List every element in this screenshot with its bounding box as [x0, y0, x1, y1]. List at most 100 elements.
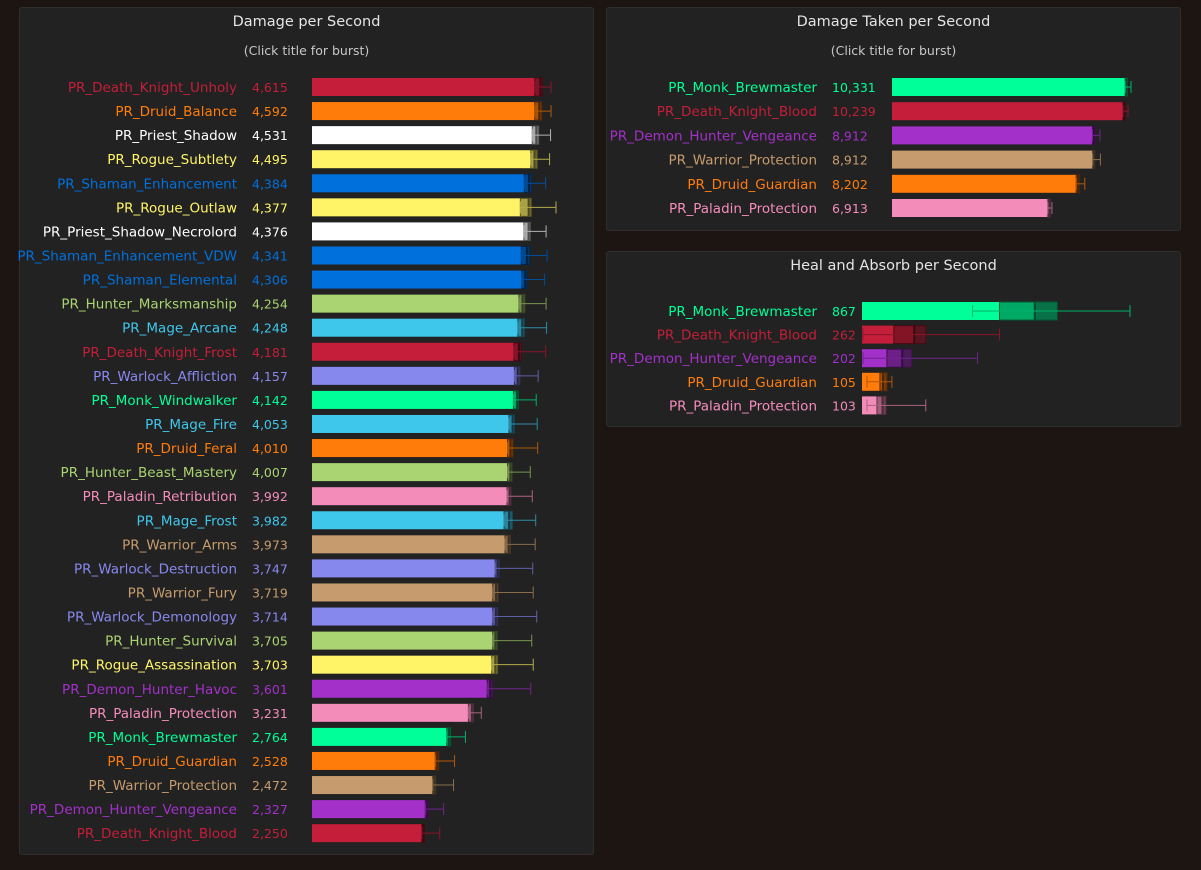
dtps-value-label: 8,202	[832, 177, 868, 192]
dps-value-label: 4,384	[252, 176, 288, 191]
dtps-category-label: PR_Monk_Brewmaster	[668, 80, 817, 96]
dtps-chart-title[interactable]: Damage Taken per Second	[796, 14, 991, 30]
dps-category-label: PR_Hunter_Marksmanship	[61, 297, 237, 313]
dps-category-label: PR_Druid_Feral	[136, 441, 237, 457]
dps-chart-title[interactable]: Damage per Second	[232, 14, 381, 30]
dps-value-label: 3,705	[252, 634, 288, 649]
dps-bar	[312, 222, 529, 241]
hps-bar-chart: PR_Monk_Brewmaster 867 PR_Death_Knight_Blo…	[610, 301, 1131, 415]
dtps-value-label: 10,331	[832, 80, 876, 95]
dps-value-label: 2,528	[252, 754, 288, 769]
dps-bar	[312, 463, 511, 482]
dps-value-label: 3,982	[252, 513, 288, 528]
dps-value-label: 4,615	[252, 80, 288, 95]
dps-bar	[312, 126, 537, 145]
dps-category-label: PR_Paladin_Retribution	[83, 489, 237, 505]
dtps-bar	[892, 78, 1127, 96]
dps-value-label: 4,306	[252, 273, 288, 288]
dps-category-label: PR_Shaman_Elemental	[83, 273, 237, 289]
dps-category-label: PR_Mage_Fire	[145, 417, 237, 433]
dps-category-label: PR_Mage_Arcane	[122, 321, 237, 337]
dps-category-label: PR_Hunter_Survival	[105, 634, 237, 650]
dps-category-label: PR_Druid_Balance	[115, 104, 237, 120]
dps-bar	[312, 366, 518, 385]
dps-bar	[312, 751, 438, 770]
dps-bar	[312, 390, 517, 409]
dps-bar	[312, 824, 424, 843]
dps-bar	[312, 342, 519, 361]
hps-category-label: PR_Paladin_Protection	[669, 398, 817, 414]
dps-category-label: PR_Hunter_Beast_Mastery	[61, 465, 237, 481]
dps-category-label: PR_Monk_Brewmaster	[88, 730, 237, 746]
dps-value-label: 2,764	[252, 730, 288, 745]
hps-bar	[862, 302, 1035, 320]
dps-value-label: 4,377	[252, 200, 288, 215]
dps-category-label: PR_Shaman_Enhancement	[57, 176, 237, 192]
dps-bar	[312, 150, 535, 169]
dps-bar	[312, 487, 510, 506]
hps-category-label: PR_Demon_Hunter_Vengeance	[610, 351, 817, 367]
dps-value-label: 3,719	[252, 585, 288, 600]
dps-value-label: 4,376	[252, 224, 288, 239]
dps-category-label: PR_Monk_Windwalker	[92, 393, 238, 409]
dtps-chart-subtitle: (Click title for burst)	[830, 43, 957, 58]
dps-value-label: 4,248	[252, 321, 288, 336]
dtps-category-label: PR_Druid_Guardian	[687, 177, 817, 193]
dps-category-label: PR_Demon_Hunter_Vengeance	[30, 802, 237, 818]
dps-bar	[312, 414, 513, 433]
dps-value-label: 4,341	[252, 248, 288, 263]
dps-bar	[312, 776, 435, 795]
dps-bar	[312, 727, 449, 746]
dps-category-label: PR_Demon_Hunter_Havoc	[62, 682, 237, 698]
dps-bar	[312, 631, 496, 650]
dps-category-label: PR_Priest_Shadow	[115, 128, 237, 144]
dps-bar	[312, 270, 526, 289]
dps-category-label: PR_Warlock_Destruction	[74, 561, 237, 577]
dps-category-label: PR_Warlock_Demonology	[67, 610, 237, 626]
dtps-category-label: PR_Death_Knight_Blood	[657, 104, 817, 120]
dps-bar	[312, 78, 541, 96]
dps-bar	[312, 439, 511, 458]
dps-value-label: 4,181	[252, 345, 288, 360]
dps-bar	[312, 559, 498, 578]
dtps-bar	[892, 126, 1094, 145]
dps-value-label: 4,157	[252, 369, 288, 384]
dps-bar	[312, 511, 510, 530]
dps-bar	[312, 703, 472, 722]
dps-value-label: 3,601	[252, 682, 288, 697]
dps-value-label: 4,531	[252, 128, 288, 143]
dtps-bar	[892, 199, 1049, 217]
dps-bar	[312, 318, 523, 337]
dps-value-label: 3,747	[252, 561, 288, 576]
dps-value-label: 3,703	[252, 658, 288, 673]
dps-value-label: 2,472	[252, 778, 288, 793]
dps-value-label: 3,231	[252, 706, 288, 721]
dps-category-label: PR_Druid_Guardian	[107, 754, 237, 770]
dps-category-label: PR_Death_Knight_Blood	[77, 826, 237, 842]
hps-category-label: PR_Monk_Brewmaster	[668, 304, 817, 320]
dps-value-label: 4,007	[252, 465, 288, 480]
dps-category-label: PR_Rogue_Outlaw	[116, 200, 237, 216]
dps-panel: Damage per Second (Click title for burst…	[17, 7, 594, 855]
dps-category-label: PR_Rogue_Assassination	[71, 658, 237, 674]
hps-chart-title: Heal and Absorb per Second	[790, 258, 997, 274]
hps-value-label: 202	[832, 351, 856, 366]
dtps-value-label: 6,913	[832, 201, 868, 216]
dps-category-label: PR_Warrior_Protection	[89, 778, 238, 794]
dtps-category-label: PR_Warrior_Protection	[669, 153, 818, 169]
dps-value-label: 2,327	[252, 802, 288, 817]
dps-value-label: 3,973	[252, 537, 288, 552]
dps-bar	[312, 174, 529, 193]
hps-value-label: 262	[832, 328, 856, 343]
dps-chart-subtitle: (Click title for burst)	[243, 43, 370, 58]
hps-category-label: PR_Druid_Guardian	[687, 375, 817, 391]
dtps-bar	[892, 150, 1094, 169]
dps-category-label: PR_Paladin_Protection	[89, 706, 237, 722]
dps-value-label: 3,714	[252, 610, 288, 625]
dps-bar	[312, 583, 497, 602]
dps-bar-chart: PR_Death_Knight_Unholy 4,615 PR_Druid_Bala…	[17, 77, 557, 843]
dps-category-label: PR_Warrior_Arms	[122, 537, 237, 553]
dps-category-label: PR_Warlock_Affliction	[93, 369, 237, 385]
dps-bar	[312, 679, 491, 698]
dps-value-label: 4,254	[252, 297, 288, 312]
